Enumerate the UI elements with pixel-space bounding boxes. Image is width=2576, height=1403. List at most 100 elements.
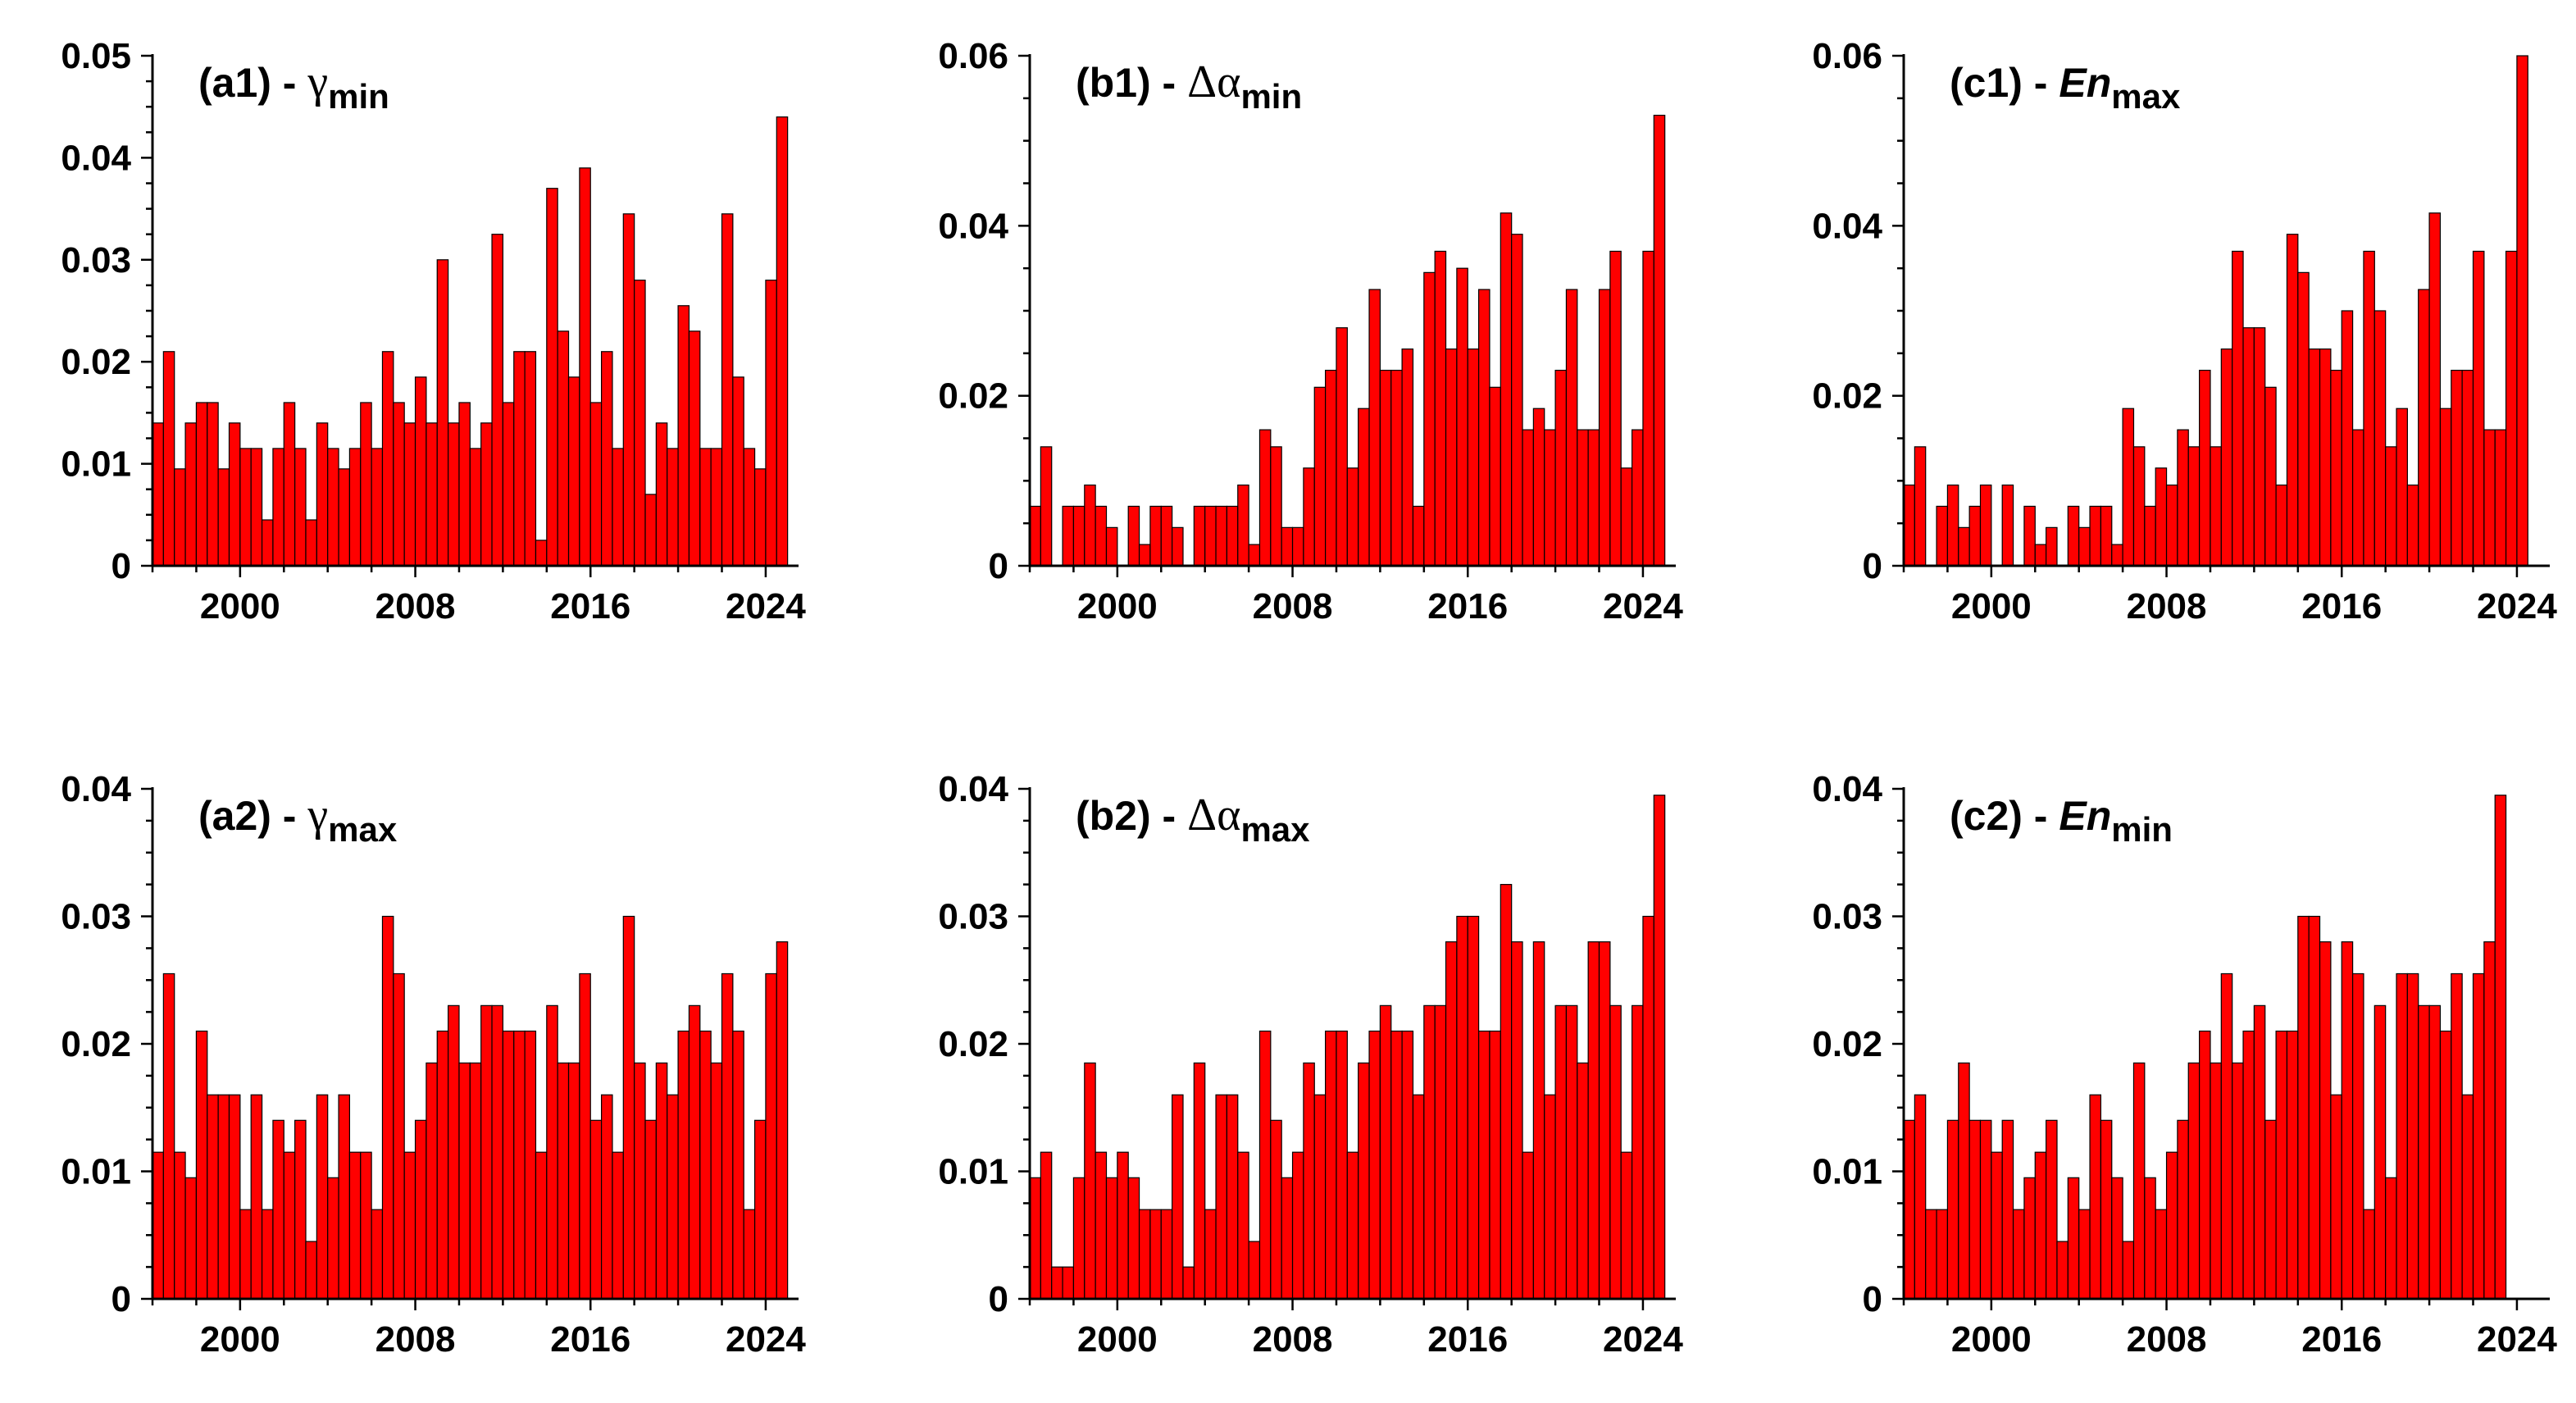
y-tick-label: 0.06	[938, 36, 1008, 76]
bar	[1226, 1094, 1239, 1300]
bar	[655, 422, 668, 567]
bar	[1903, 484, 1915, 567]
bar	[502, 402, 515, 567]
bar	[1303, 1062, 1315, 1300]
y-tick-label: 0.01	[61, 444, 131, 485]
bar	[1946, 1119, 1959, 1300]
bar	[360, 1151, 372, 1300]
bar	[2155, 1209, 2168, 1300]
y-tick-label: 0.02	[938, 1024, 1008, 1064]
bar	[2187, 1062, 2201, 1300]
x-tick-label: 2024	[1603, 1319, 1683, 1360]
bar	[688, 1004, 701, 1300]
bar	[688, 330, 701, 567]
panel-title: (a2) - γmax	[198, 790, 398, 849]
bar	[217, 1094, 230, 1300]
bar	[1467, 915, 1480, 1300]
bar	[184, 422, 198, 567]
bar	[162, 973, 175, 1300]
y-tick-label: 0.01	[938, 1152, 1008, 1192]
bar	[305, 1241, 317, 1300]
bar	[2242, 327, 2255, 567]
bar	[414, 376, 427, 567]
bar	[634, 280, 646, 567]
bar	[622, 213, 635, 567]
bar	[557, 1062, 570, 1300]
x-tick-label: 2000	[1951, 586, 2032, 626]
y-tick-label: 0.04	[938, 206, 1008, 246]
bar	[1313, 1094, 1327, 1300]
bar	[2187, 446, 2201, 567]
bar	[2341, 310, 2354, 567]
y-tick-label: 0.03	[61, 240, 131, 280]
bar	[294, 448, 307, 567]
bar	[1127, 505, 1140, 567]
bar	[677, 1030, 690, 1300]
bar	[491, 234, 503, 567]
bar	[557, 330, 570, 567]
bar	[567, 1062, 580, 1300]
bar	[2418, 289, 2430, 567]
bar	[1968, 505, 1982, 567]
bar	[1390, 1030, 1403, 1300]
bar	[589, 402, 603, 567]
bar	[1609, 1004, 1622, 1300]
bar	[195, 1030, 208, 1300]
bar	[524, 351, 537, 567]
bar	[2089, 1094, 2102, 1300]
bar	[1160, 505, 1173, 567]
bar	[1522, 1151, 1534, 1300]
bar	[1336, 1030, 1348, 1300]
bar	[2067, 1177, 2080, 1300]
bar	[1477, 289, 1491, 567]
bar	[2308, 915, 2321, 1300]
bar	[667, 1094, 679, 1300]
bar	[261, 1209, 274, 1300]
bar	[2472, 250, 2485, 567]
bar	[2253, 1004, 2266, 1300]
bar	[2275, 484, 2288, 567]
bar	[228, 1094, 241, 1300]
bar	[1117, 1151, 1129, 1300]
bar	[294, 1119, 307, 1300]
bar	[207, 402, 219, 567]
bar	[699, 448, 712, 567]
bar	[612, 448, 624, 567]
y-tick-label: 0.03	[61, 897, 131, 937]
bar	[1936, 505, 1949, 567]
bar	[1062, 505, 1075, 567]
y-tick-label: 0	[989, 546, 1008, 586]
bar	[1653, 114, 1666, 567]
bar	[1412, 505, 1425, 567]
x-tick-label: 2000	[1077, 586, 1158, 626]
bar	[1642, 915, 1654, 1300]
bar	[1544, 429, 1556, 567]
bar	[513, 351, 526, 567]
bar	[579, 973, 591, 1300]
bar	[436, 1030, 449, 1300]
bar	[579, 167, 591, 567]
bar	[1598, 289, 1611, 567]
y-tick-label: 0.03	[1812, 897, 1882, 937]
bar	[644, 494, 657, 567]
bar	[1554, 1004, 1568, 1300]
bar	[316, 1094, 329, 1300]
y-tick-label: 0.04	[1812, 769, 1882, 809]
bar	[1215, 505, 1228, 567]
bar	[1914, 1094, 1927, 1300]
bar	[2046, 1119, 2058, 1300]
bar	[1631, 429, 1644, 567]
bar	[1237, 1151, 1249, 1300]
bar	[743, 448, 756, 567]
bar	[2210, 446, 2222, 567]
bar	[1095, 1151, 1108, 1300]
bar	[535, 1151, 548, 1300]
bar	[1577, 1062, 1589, 1300]
bar	[272, 1119, 284, 1300]
bar	[1511, 941, 1523, 1300]
bar	[250, 448, 263, 567]
bar	[710, 448, 723, 567]
bar	[1946, 484, 1959, 567]
x-tick-label: 2024	[2477, 586, 2557, 626]
